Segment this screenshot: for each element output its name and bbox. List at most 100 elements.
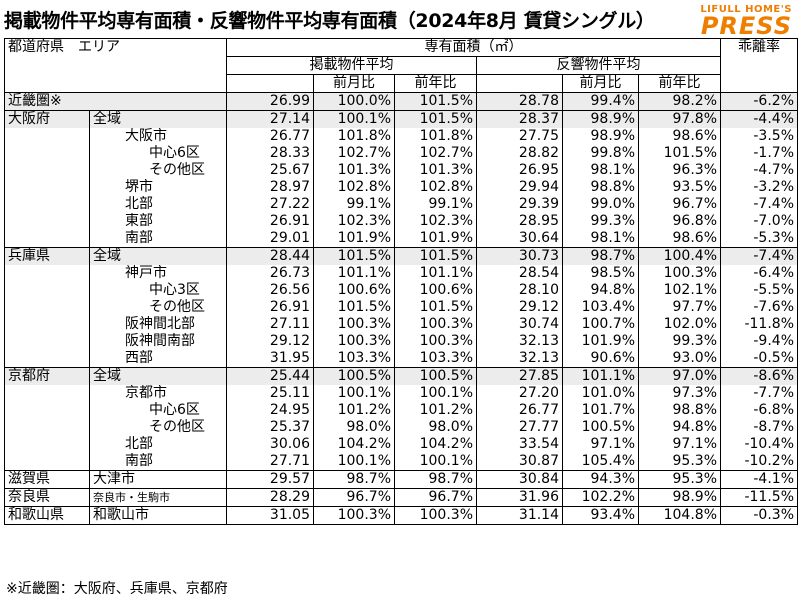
cell-inq: 27.20	[476, 385, 563, 402]
cell-i-yoy: 98.6%	[638, 128, 721, 145]
cell-l-mom: 100.1%	[313, 110, 395, 128]
cell-l-yoy: 101.2%	[394, 402, 477, 419]
cell-i-yoy: 97.7%	[638, 299, 721, 316]
cell-gap: -0.5%	[720, 350, 798, 368]
cell-listed: 29.12	[226, 333, 314, 350]
cell-l-yoy: 96.7%	[394, 488, 477, 507]
cell-l-mom: 98.0%	[313, 419, 395, 436]
cell-l-mom: 101.9%	[313, 230, 395, 248]
cell-prefecture	[4, 436, 90, 453]
cell-i-mom: 98.1%	[562, 162, 639, 179]
cell-i-yoy: 98.6%	[638, 230, 721, 248]
cell-area: 大阪市	[89, 128, 227, 145]
cell-listed: 27.14	[226, 110, 314, 128]
cell-i-mom: 102.2%	[562, 488, 639, 507]
cell-inq: 30.73	[476, 247, 563, 265]
cell-i-yoy: 99.3%	[638, 333, 721, 350]
logo-top-text: LIFULL HOME'S	[700, 4, 792, 15]
cell-listed: 27.22	[226, 196, 314, 213]
table-row: 和歌山県 和歌山市 31.05 100.3% 100.3% 31.14 93.4% 104.8…	[4, 506, 798, 525]
cell-inq: 28.37	[476, 110, 563, 128]
cell-area: 阪神間北部	[89, 316, 227, 333]
cell-l-yoy: 101.3%	[394, 162, 477, 179]
cell-gap: -7.6%	[720, 299, 798, 316]
table-row: 中心6区 28.33 102.7% 102.7% 28.82 99.8% 101.5% -1.…	[4, 145, 798, 162]
cell-listed: 31.95	[226, 350, 314, 368]
cell-area: 奈良市・生駒市	[89, 488, 227, 507]
area-table: 都道府県 エリア 専有面積（㎡） 乖離率 掲載物件平均 反響物件平均 前月比 前…	[4, 38, 798, 525]
cell-prefecture	[4, 265, 90, 282]
cell-gap: -4.1%	[720, 470, 798, 489]
cell-inq: 31.14	[476, 506, 563, 525]
table-row: 東部 26.91 102.3% 102.3% 28.95 99.3% 96.8% -7.0%	[4, 213, 798, 230]
table-row: その他区 26.91 101.5% 101.5% 29.12 103.4% 97.7% -7.…	[4, 299, 798, 316]
cell-inq: 27.75	[476, 128, 563, 145]
cell-prefecture	[4, 350, 90, 368]
cell-area: 堺市	[89, 179, 227, 196]
table-row: 大阪府 全域 27.14 100.1% 101.5% 28.37 98.9% 97.8% -4.…	[4, 110, 798, 128]
cell-i-mom: 99.4%	[562, 92, 639, 111]
cell-l-yoy: 102.7%	[394, 145, 477, 162]
cell-l-mom: 100.3%	[313, 506, 395, 525]
cell-i-yoy: 93.5%	[638, 179, 721, 196]
cell-i-yoy: 95.3%	[638, 453, 721, 471]
cell-gap: -4.7%	[720, 162, 798, 179]
cell-listed: 28.29	[226, 488, 314, 507]
cell-l-mom: 100.5%	[313, 367, 395, 385]
cell-gap: -5.3%	[720, 230, 798, 248]
cell-gap: -3.2%	[720, 179, 798, 196]
cell-area: 和歌山市	[89, 506, 227, 525]
cell-area: その他区	[89, 419, 227, 436]
cell-i-mom: 100.5%	[562, 419, 639, 436]
cell-inq: 30.74	[476, 316, 563, 333]
cell-listed: 29.57	[226, 470, 314, 489]
cell-prefecture: 京都府	[4, 367, 90, 385]
cell-prefecture: 滋賀県	[4, 470, 90, 489]
header-empty	[226, 74, 314, 93]
cell-inq: 28.95	[476, 213, 563, 230]
cell-prefecture	[4, 333, 90, 350]
cell-i-yoy: 97.0%	[638, 367, 721, 385]
cell-area: 中心3区	[89, 282, 227, 299]
cell-gap: -11.8%	[720, 316, 798, 333]
cell-i-mom: 97.1%	[562, 436, 639, 453]
cell-prefecture	[4, 316, 90, 333]
cell-area: 全域	[89, 247, 227, 265]
cell-prefecture	[4, 162, 90, 179]
cell-area: 北部	[89, 196, 227, 213]
cell-inq: 30.84	[476, 470, 563, 489]
cell-area: 南部	[89, 453, 227, 471]
cell-inq: 28.10	[476, 282, 563, 299]
cell-l-mom: 102.3%	[313, 213, 395, 230]
cell-gap: -6.2%	[720, 92, 798, 111]
cell-i-mom: 94.8%	[562, 282, 639, 299]
cell-i-yoy: 96.3%	[638, 162, 721, 179]
cell-l-yoy: 101.8%	[394, 128, 477, 145]
cell-l-yoy: 101.5%	[394, 110, 477, 128]
cell-inq: 30.87	[476, 453, 563, 471]
table-row: 奈良県 奈良市・生駒市 28.29 96.7% 96.7% 31.96 102.2% 98.9…	[4, 488, 798, 507]
logo-main-text: PRESS	[700, 12, 792, 40]
cell-inq: 28.54	[476, 265, 563, 282]
table-row: 中心6区 24.95 101.2% 101.2% 26.77 101.7% 98.8% -6.…	[4, 402, 798, 419]
table-row: 滋賀県 大津市 29.57 98.7% 98.7% 30.84 94.3% 95.3% -4.1…	[4, 470, 798, 489]
cell-inq: 33.54	[476, 436, 563, 453]
cell-area: 神戸市	[89, 265, 227, 282]
cell-area: 大津市	[89, 470, 227, 489]
header-region: 都道府県 エリア	[4, 38, 227, 93]
header-inquiry-mom: 前月比	[562, 74, 639, 93]
cell-listed: 26.99	[226, 92, 314, 111]
cell-i-yoy: 97.3%	[638, 385, 721, 402]
cell-listed: 25.37	[226, 419, 314, 436]
cell-l-mom: 100.3%	[313, 333, 395, 350]
cell-listed: 25.11	[226, 385, 314, 402]
cell-i-mom: 105.4%	[562, 453, 639, 471]
cell-gap: -5.5%	[720, 282, 798, 299]
cell-listed: 26.77	[226, 128, 314, 145]
cell-gap: -4.4%	[720, 110, 798, 128]
cell-gap: -1.7%	[720, 145, 798, 162]
cell-listed: 28.33	[226, 145, 314, 162]
cell-l-mom: 102.7%	[313, 145, 395, 162]
cell-l-yoy: 100.3%	[394, 333, 477, 350]
header-inquiry-yoy: 前年比	[638, 74, 721, 93]
